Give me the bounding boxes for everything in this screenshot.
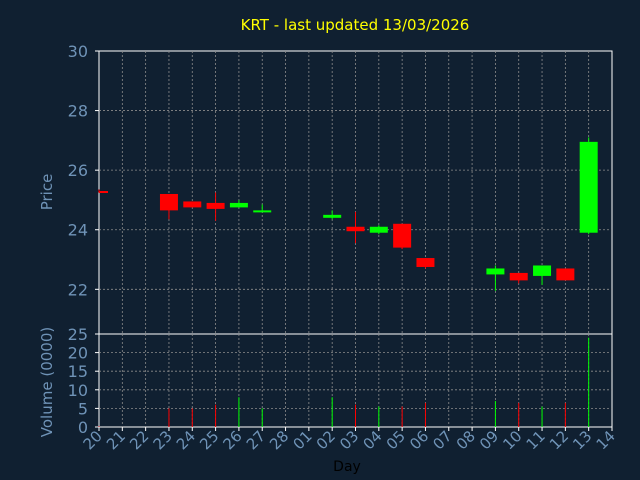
- candle-body: [229, 202, 248, 208]
- price-tick-label: 22: [68, 280, 88, 299]
- volume-bars: [98, 337, 590, 427]
- candles: [98, 137, 598, 291]
- x-tick-label: 21: [103, 427, 129, 453]
- volume-tick-label: 15: [68, 362, 88, 381]
- candle-body: [393, 223, 412, 248]
- x-tick-label: 10: [499, 427, 525, 453]
- candle-body: [533, 265, 552, 276]
- volume-tick-label: 25: [68, 325, 88, 344]
- candle-body: [579, 141, 598, 233]
- volume-tick-label: 5: [78, 399, 88, 418]
- x-tick-label: 07: [429, 427, 455, 453]
- x-axis: 2021222324252627280102030405060708091011…: [80, 427, 619, 453]
- volume-tick-label: 0: [78, 418, 88, 437]
- candle-body: [369, 226, 388, 233]
- x-tick-label: 11: [523, 427, 549, 453]
- x-tick-label: 22: [126, 427, 152, 453]
- x-tick-label: 14: [593, 427, 619, 453]
- candle-body: [323, 214, 342, 218]
- price-tick-label: 26: [68, 161, 88, 180]
- price-tick-label: 24: [68, 221, 88, 240]
- x-tick-label: 26: [220, 427, 246, 453]
- candle-body: [253, 210, 272, 213]
- x-tick-label: 24: [173, 427, 199, 453]
- volume-axis-label: Volume (0000): [38, 327, 56, 437]
- x-tick-label: 23: [150, 427, 176, 453]
- price-tick-label: 28: [68, 102, 88, 121]
- candle-body: [416, 258, 435, 267]
- candle-body: [556, 268, 575, 281]
- candle-body: [486, 268, 505, 275]
- candle-body: [159, 193, 178, 211]
- x-tick-label: 27: [243, 427, 269, 453]
- volume-tick-label: 10: [68, 381, 88, 400]
- x-tick-label: 09: [476, 427, 502, 453]
- price-tick-label: 30: [68, 42, 88, 61]
- x-tick-label: 08: [453, 427, 479, 453]
- x-axis-label: Day: [333, 459, 361, 475]
- x-tick-label: 25: [196, 427, 222, 453]
- x-tick-label: 03: [336, 427, 362, 453]
- x-tick-label: 28: [266, 427, 292, 453]
- price-axis-label: Price: [38, 174, 56, 211]
- x-tick-label: 13: [569, 427, 595, 453]
- candle-body: [183, 201, 202, 208]
- price-axis: 22 24 26 28 30: [68, 42, 99, 299]
- x-tick-label: 02: [313, 427, 339, 453]
- x-tick-label: 06: [406, 427, 432, 453]
- chart-title: KRT - last updated 13/03/2026: [241, 16, 470, 34]
- candle-body: [99, 191, 108, 194]
- volume-tick-label: 20: [68, 344, 88, 363]
- x-tick-label: 12: [546, 427, 572, 453]
- candle-body: [346, 226, 365, 232]
- candle-body: [509, 272, 528, 281]
- x-tick-label: 04: [359, 427, 385, 453]
- x-tick-label: 01: [289, 427, 315, 453]
- x-tick-label: 05: [383, 427, 409, 453]
- candle-body: [206, 202, 225, 209]
